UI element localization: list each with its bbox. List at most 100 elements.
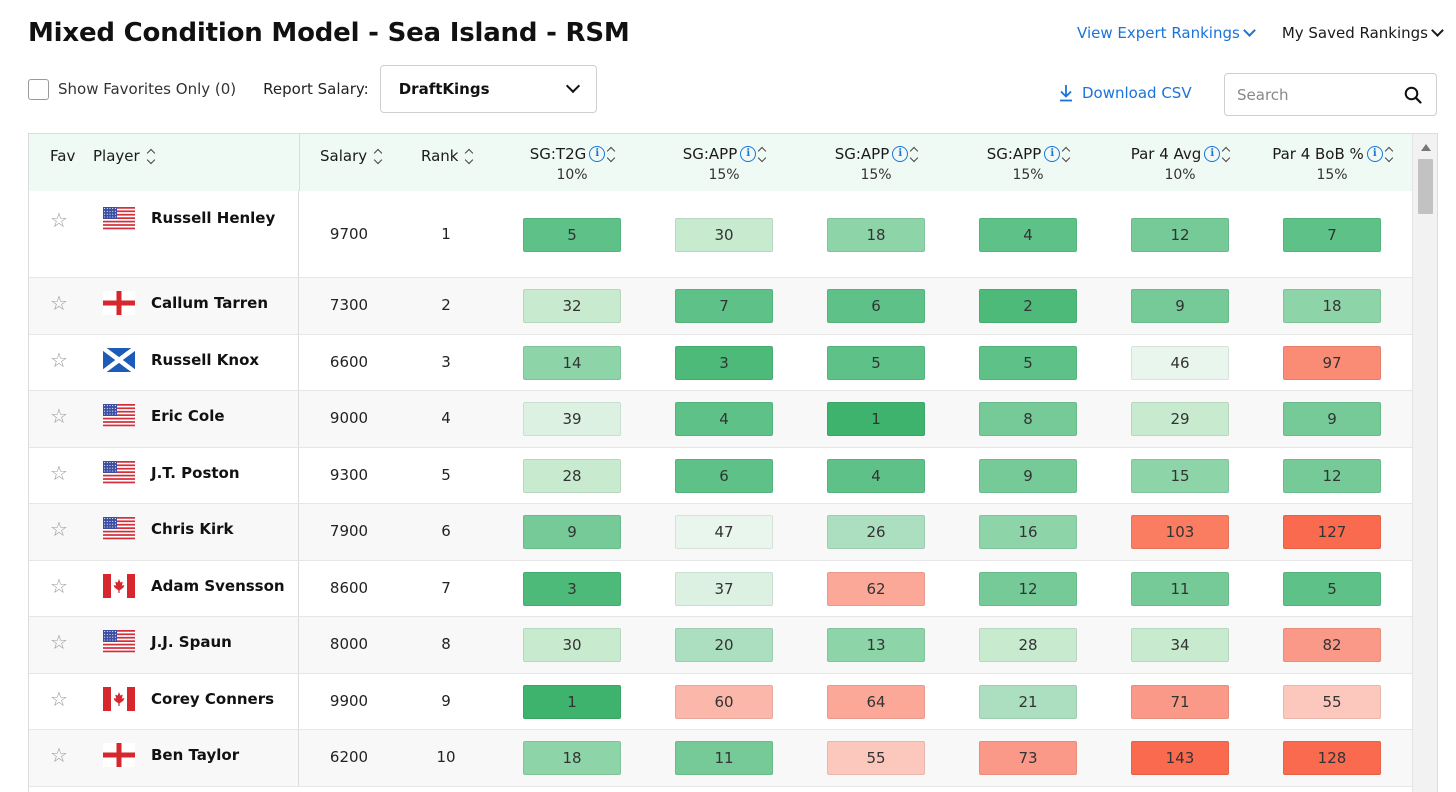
player-name[interactable]: Chris Kirk — [151, 520, 234, 538]
info-icon[interactable]: i — [740, 146, 757, 162]
favorites-checkbox[interactable] — [28, 78, 49, 100]
favorite-star-icon[interactable]: ☆ — [50, 347, 68, 372]
favorite-star-icon[interactable]: ☆ — [50, 517, 68, 541]
table-row[interactable]: ☆ Chris Kirk 7900 6 9 47 26 16 103 127 — [29, 504, 1413, 561]
favorites-label: Show Favorites Only (0) — [58, 80, 237, 98]
rank-value: 8 — [441, 635, 451, 653]
stat-cell: 1 — [827, 402, 925, 436]
stat-cell: 6 — [827, 289, 925, 323]
usa-flag-icon — [103, 404, 135, 428]
sort-icon — [1222, 146, 1231, 162]
download-csv-button[interactable]: Download CSV — [1058, 84, 1192, 102]
search-icon[interactable] — [1404, 86, 1422, 104]
player-name[interactable]: Russell Knox — [151, 350, 260, 369]
salary-value: 6200 — [329, 748, 369, 766]
my-saved-rankings-dropdown[interactable]: My Saved Rankings — [1282, 24, 1444, 42]
favorite-star-icon[interactable]: ☆ — [50, 573, 68, 598]
stat-col-weight: 15% — [1012, 167, 1044, 183]
stat-cell: 18 — [1283, 289, 1381, 323]
info-icon[interactable]: i — [1204, 146, 1221, 162]
info-icon[interactable]: i — [1366, 146, 1383, 162]
vertical-scrollbar[interactable] — [1412, 134, 1437, 792]
sort-icon — [758, 146, 767, 162]
stat-cell: 1 — [523, 684, 621, 719]
salary-value: 7300 — [329, 296, 369, 314]
player-cell: ☆ Ben Taylor — [29, 730, 299, 786]
player-cell: ☆ Eric Cole — [29, 391, 299, 447]
salary-value: 7900 — [329, 522, 369, 540]
col-fav-header: Fav — [50, 147, 76, 165]
info-icon[interactable]: i — [892, 146, 909, 162]
stat-cell: 5 — [1283, 571, 1381, 606]
col-salary-header[interactable]: Salary — [320, 147, 383, 165]
favorite-star-icon[interactable]: ☆ — [50, 686, 68, 711]
stat-cell: 143 — [1131, 741, 1229, 775]
scrollbar-thumb[interactable] — [1418, 159, 1433, 214]
player-cell: ☆ Callum Tarren — [29, 278, 299, 334]
player-name[interactable]: J.J. Spaun — [151, 633, 232, 651]
stat-cell: 28 — [979, 628, 1077, 662]
col-player-header[interactable]: Player — [93, 147, 155, 165]
view-expert-rankings-link[interactable]: View Expert Rankings — [1077, 24, 1256, 42]
england-flag-icon — [103, 291, 135, 315]
table-row[interactable]: ☆ J.J. Spaun 8000 8 30 20 13 28 34 82 — [29, 617, 1413, 674]
stat-cell: 55 — [1283, 684, 1381, 719]
table-row[interactable]: ☆ Eric Cole 9000 4 39 4 1 8 29 9 — [29, 391, 1413, 448]
favorite-star-icon[interactable]: ☆ — [50, 404, 68, 428]
favorite-star-icon[interactable]: ☆ — [50, 743, 68, 767]
stat-cell: 9 — [523, 515, 621, 549]
stat-col-label: Par 4 BoB % — [1272, 145, 1364, 163]
header-fixed-bg — [29, 134, 299, 192]
table-row[interactable]: ☆ Adam Svensson 8600 7 3 37 62 12 11 5 — [29, 560, 1413, 617]
salary-value: 8000 — [329, 635, 369, 653]
scroll-up-icon[interactable] — [1421, 144, 1431, 151]
view-expert-rankings-label: View Expert Rankings — [1077, 24, 1240, 42]
player-name[interactable]: Russell Henley — [151, 209, 276, 227]
favorite-star-icon[interactable]: ☆ — [50, 291, 68, 315]
favorite-star-icon[interactable]: ☆ — [50, 460, 68, 485]
player-name[interactable]: Eric Cole — [151, 407, 225, 425]
player-cell: ☆ Russell Henley — [29, 191, 299, 277]
report-salary-label: Report Salary: — [263, 80, 369, 98]
player-name[interactable]: Corey Conners — [151, 689, 275, 708]
stat-col-header[interactable]: Par 4 BoB %i15%Last 36 Rounds — [1256, 134, 1408, 215]
table-row[interactable]: ☆ Russell Knox 6600 3 14 3 5 5 46 97 — [29, 334, 1413, 391]
player-name[interactable]: Ben Taylor — [151, 746, 240, 764]
table-row[interactable]: ☆ Callum Tarren 7300 2 32 7 6 2 9 18 — [29, 278, 1413, 335]
salary-value: 8600 — [329, 578, 369, 597]
stat-cell: 4 — [827, 458, 925, 493]
search-box — [1224, 73, 1437, 116]
table-row[interactable]: ☆ J.T. Poston 9300 5 28 6 4 9 15 12 — [29, 447, 1413, 504]
chevron-down-icon — [1431, 24, 1444, 37]
stat-col-weight: 10% — [556, 167, 588, 183]
favorite-star-icon[interactable]: ☆ — [50, 630, 68, 654]
report-salary-select[interactable]: DraftKings — [379, 65, 597, 113]
salary-value: 9700 — [329, 224, 369, 243]
table-row[interactable]: ☆ Russell Henley 9700 1 5 30 18 4 12 7 — [29, 191, 1413, 278]
stat-cell: 21 — [979, 684, 1077, 719]
stat-cell: 15 — [1131, 458, 1229, 493]
player-name[interactable]: Callum Tarren — [151, 294, 269, 312]
table-row[interactable]: ☆ Ben Taylor 6200 10 18 11 55 73 143 128 — [29, 730, 1413, 787]
rank-value: 4 — [441, 409, 451, 427]
salary-value: 9300 — [329, 465, 369, 484]
stat-cell: 3 — [675, 345, 773, 380]
info-icon[interactable]: i — [1044, 146, 1061, 162]
player-name[interactable]: J.T. Poston — [151, 463, 240, 482]
player-name[interactable]: Adam Svensson — [151, 576, 285, 595]
info-icon[interactable]: i — [589, 146, 606, 162]
col-rank-header[interactable]: Rank — [421, 147, 474, 165]
rank-value: 7 — [441, 578, 451, 597]
stat-cell: 11 — [675, 741, 773, 775]
favorite-star-icon[interactable]: ☆ — [50, 208, 68, 232]
table-row[interactable]: ☆ Corey Conners 9900 9 1 60 64 21 71 55 — [29, 673, 1413, 730]
search-input[interactable] — [1237, 85, 1397, 104]
stat-cell: 18 — [523, 741, 621, 775]
stat-cell: 37 — [675, 571, 773, 606]
player-cell: ☆ J.J. Spaun — [29, 617, 299, 673]
